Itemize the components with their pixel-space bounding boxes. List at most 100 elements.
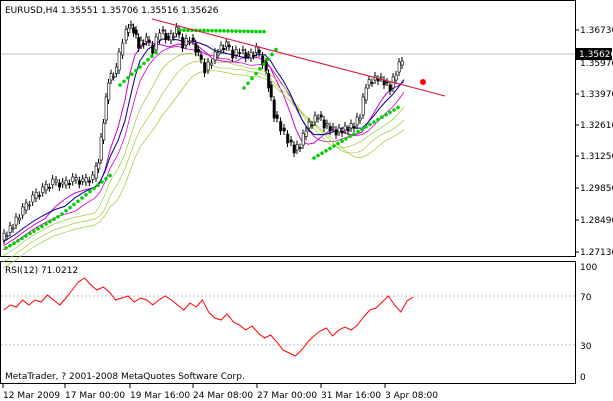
sar-dot <box>336 141 340 146</box>
sar-dot <box>242 86 246 90</box>
candle-body <box>142 43 146 45</box>
candle-body <box>279 121 283 132</box>
sar-dot <box>28 231 32 236</box>
candle-body <box>51 178 55 185</box>
candle-body <box>115 66 119 74</box>
candle-body <box>18 217 22 221</box>
candle-body <box>397 61 401 73</box>
candle-body <box>376 78 380 82</box>
price-label: 1.27130 <box>580 248 613 258</box>
candle-body <box>107 82 111 101</box>
sar-dot <box>376 117 380 122</box>
candle-body <box>184 38 188 46</box>
sar-dot <box>64 209 68 213</box>
sar-dot <box>340 139 344 143</box>
candle-body <box>349 123 353 129</box>
candle-body <box>388 84 392 92</box>
candle-body <box>194 43 198 53</box>
sar-dot <box>210 28 214 33</box>
candle-body <box>267 73 271 89</box>
time-label: 24 Mar 08:00 <box>193 391 253 401</box>
sar-dot <box>44 222 48 226</box>
sar-dot <box>270 52 274 57</box>
sar-dot <box>118 83 122 87</box>
sar-dot <box>316 153 320 158</box>
candle-body <box>68 183 72 185</box>
candle-body <box>124 29 128 41</box>
ma-green-line <box>2 52 405 257</box>
candle-body <box>145 36 149 42</box>
price-label: 1.32610 <box>580 121 613 131</box>
sar-dot <box>12 241 16 245</box>
sar-dot <box>76 199 80 203</box>
sar-dot <box>254 29 258 34</box>
candle-body <box>58 182 62 188</box>
candle-body <box>282 127 286 132</box>
chart-title: EURUSD,H4 1.35551 1.35706 1.35516 1.3562… <box>5 6 219 16</box>
candle-body <box>227 44 231 48</box>
candle-body <box>38 195 42 197</box>
candle-body <box>295 144 299 151</box>
sar-dot <box>108 173 112 178</box>
sar-dot <box>392 108 396 112</box>
candle-body <box>172 36 176 38</box>
candle-body <box>109 73 113 81</box>
candle-body <box>199 54 203 60</box>
sar-dot <box>368 122 372 127</box>
candle-body <box>252 55 256 57</box>
candle-body <box>234 49 238 56</box>
candle-body <box>289 139 293 143</box>
time-label: 31 Mar 16:00 <box>321 391 381 401</box>
sar-dot <box>48 219 52 224</box>
candlesticks <box>2 20 404 244</box>
sar-dot <box>344 137 348 141</box>
candle-body <box>64 180 68 186</box>
candle-body <box>206 61 210 71</box>
sar-dot <box>88 189 92 194</box>
candle-body <box>213 51 217 61</box>
time-label: 12 Mar 2009 <box>3 391 60 401</box>
candle-body <box>112 76 116 78</box>
time-label: 27 Mar 00:00 <box>257 391 317 401</box>
candle-body <box>181 37 185 49</box>
time-axis: 12 Mar 2009 17 Mar 00:00 19 Mar 16:00 24… <box>2 384 438 401</box>
price-label: 1.36730 <box>580 26 613 36</box>
candle-body <box>340 130 344 134</box>
time-label: 3 Apr 08:00 <box>385 391 438 401</box>
sar-dot <box>154 50 158 55</box>
sar-dot <box>380 115 384 119</box>
candle-body <box>319 114 323 118</box>
candle-body <box>307 121 311 129</box>
candle-body <box>129 24 133 26</box>
trendline[interactable] <box>151 18 446 97</box>
candle-body <box>5 235 9 237</box>
candle-body <box>334 129 338 136</box>
sar-dot <box>328 146 332 151</box>
sar-dot <box>332 144 336 148</box>
candle-body <box>99 136 103 161</box>
candle-body <box>117 51 121 71</box>
candle-body <box>216 52 220 56</box>
sar-dot <box>96 183 100 187</box>
candle-body <box>24 202 28 211</box>
candle-body <box>337 127 341 133</box>
sar-dot <box>142 61 146 66</box>
sar-dot <box>396 105 400 110</box>
candle-body <box>8 225 12 233</box>
candle-body <box>394 74 398 81</box>
candle-body <box>132 27 136 34</box>
main-chart-panel[interactable] <box>0 0 576 257</box>
candle-body <box>292 144 296 154</box>
candle-body <box>2 232 6 241</box>
candle-body <box>364 87 368 101</box>
candle-body <box>21 206 25 216</box>
rsi-panel[interactable] <box>0 261 576 384</box>
candle-body <box>361 96 365 116</box>
candle-body <box>28 204 32 207</box>
sar-dot <box>130 72 134 76</box>
candle-body <box>161 29 165 32</box>
sar-dot <box>100 180 104 184</box>
candle-body <box>286 133 290 144</box>
candle-body <box>316 117 320 120</box>
